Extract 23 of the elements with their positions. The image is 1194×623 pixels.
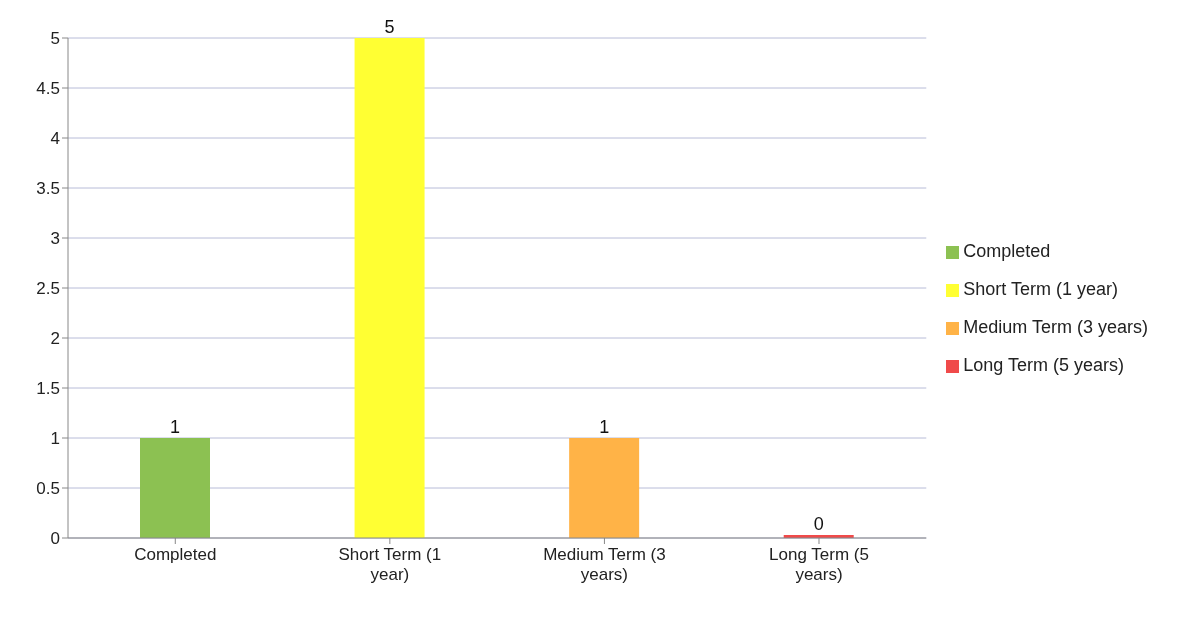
- y-tick-label: 5: [50, 29, 60, 49]
- legend-label: Short Term (1 year): [963, 279, 1118, 299]
- x-tick-label: Short Term (1 year): [338, 545, 442, 584]
- y-tick-label: 0.5: [36, 479, 60, 499]
- x-tick-label: Completed: [134, 545, 217, 564]
- y-tick-label: 1: [50, 429, 60, 449]
- data-label: 0: [813, 514, 824, 534]
- data-label: 1: [599, 417, 610, 437]
- y-tick-label: 4: [50, 129, 60, 149]
- y-tick-label: 0: [50, 529, 60, 549]
- legend-label: Medium Term (3 years): [963, 317, 1148, 337]
- data-label: 5: [384, 17, 395, 37]
- y-tick-label: 2: [50, 329, 60, 349]
- y-tick-label: 2.5: [36, 279, 60, 299]
- y-tick-label: 3: [50, 229, 60, 249]
- y-tick-label: 1.5: [36, 379, 60, 399]
- legend-label: Long Term (5 years): [963, 355, 1125, 375]
- data-label: 1: [169, 417, 181, 437]
- x-tick-label: Medium Term (3 years): [543, 545, 666, 584]
- y-tick-label: 3.5: [36, 179, 60, 199]
- legend-label: Completed: [963, 241, 1051, 261]
- y-tick-label: 4.5: [36, 79, 60, 99]
- x-tick-label: Long Term (5 years): [769, 545, 869, 584]
